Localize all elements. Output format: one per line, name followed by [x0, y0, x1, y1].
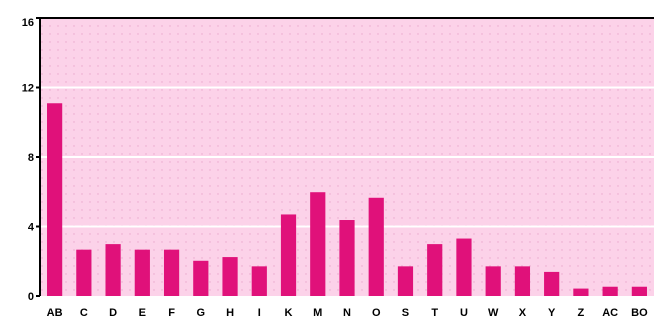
bars: [47, 103, 647, 297]
x-axis-labels: AB C D E F G H I K M N O S T U W X Y Z AC BO: [47, 307, 648, 319]
bar: [485, 266, 501, 296]
x-category-label: C: [80, 307, 88, 319]
bar: [514, 266, 531, 296]
x-category-label: Z: [578, 307, 585, 319]
x-category-label: T: [431, 307, 438, 319]
y-tick-label: 16: [22, 17, 34, 29]
x-category-label: Y: [548, 307, 556, 319]
x-category-label: X: [519, 307, 527, 319]
x-category-label: W: [488, 307, 499, 319]
bar: [427, 244, 443, 296]
x-category-label: BO: [631, 307, 648, 319]
y-tick-label: 12: [22, 83, 34, 95]
bar: [280, 214, 297, 296]
y-tick-label: 4: [28, 222, 35, 234]
bar: [397, 266, 414, 296]
bar: [76, 249, 92, 296]
bar: [105, 244, 121, 296]
x-category-label: U: [460, 307, 468, 319]
bar: [602, 286, 618, 296]
x-category-label: K: [285, 307, 293, 319]
y-tick-label: 8: [28, 152, 34, 164]
y-tick-label: 0: [28, 291, 34, 303]
x-category-label: G: [197, 307, 206, 319]
y-axis-ticks: 0 4 8 12 16: [22, 17, 40, 303]
x-category-label: M: [313, 307, 322, 319]
bar: [134, 249, 150, 296]
x-category-label: S: [402, 307, 409, 319]
bar: [573, 288, 589, 296]
bar: [163, 249, 180, 296]
bar: [339, 220, 355, 296]
x-category-label: AC: [602, 307, 618, 319]
bar: [310, 192, 326, 296]
bar: [47, 103, 63, 297]
bar: [631, 286, 647, 296]
bar: [251, 266, 267, 296]
x-category-label: F: [168, 307, 175, 319]
x-category-label: E: [139, 307, 146, 319]
bar: [193, 260, 209, 296]
x-category-label: O: [372, 307, 381, 319]
x-category-label: I: [258, 307, 261, 319]
bar: [456, 238, 472, 296]
x-category-label: H: [226, 307, 234, 319]
x-category-label: D: [109, 307, 117, 319]
bar: [368, 197, 384, 296]
x-category-label: N: [343, 307, 351, 319]
bar: [544, 271, 560, 296]
bar: [222, 257, 238, 296]
x-category-label: AB: [47, 307, 63, 319]
